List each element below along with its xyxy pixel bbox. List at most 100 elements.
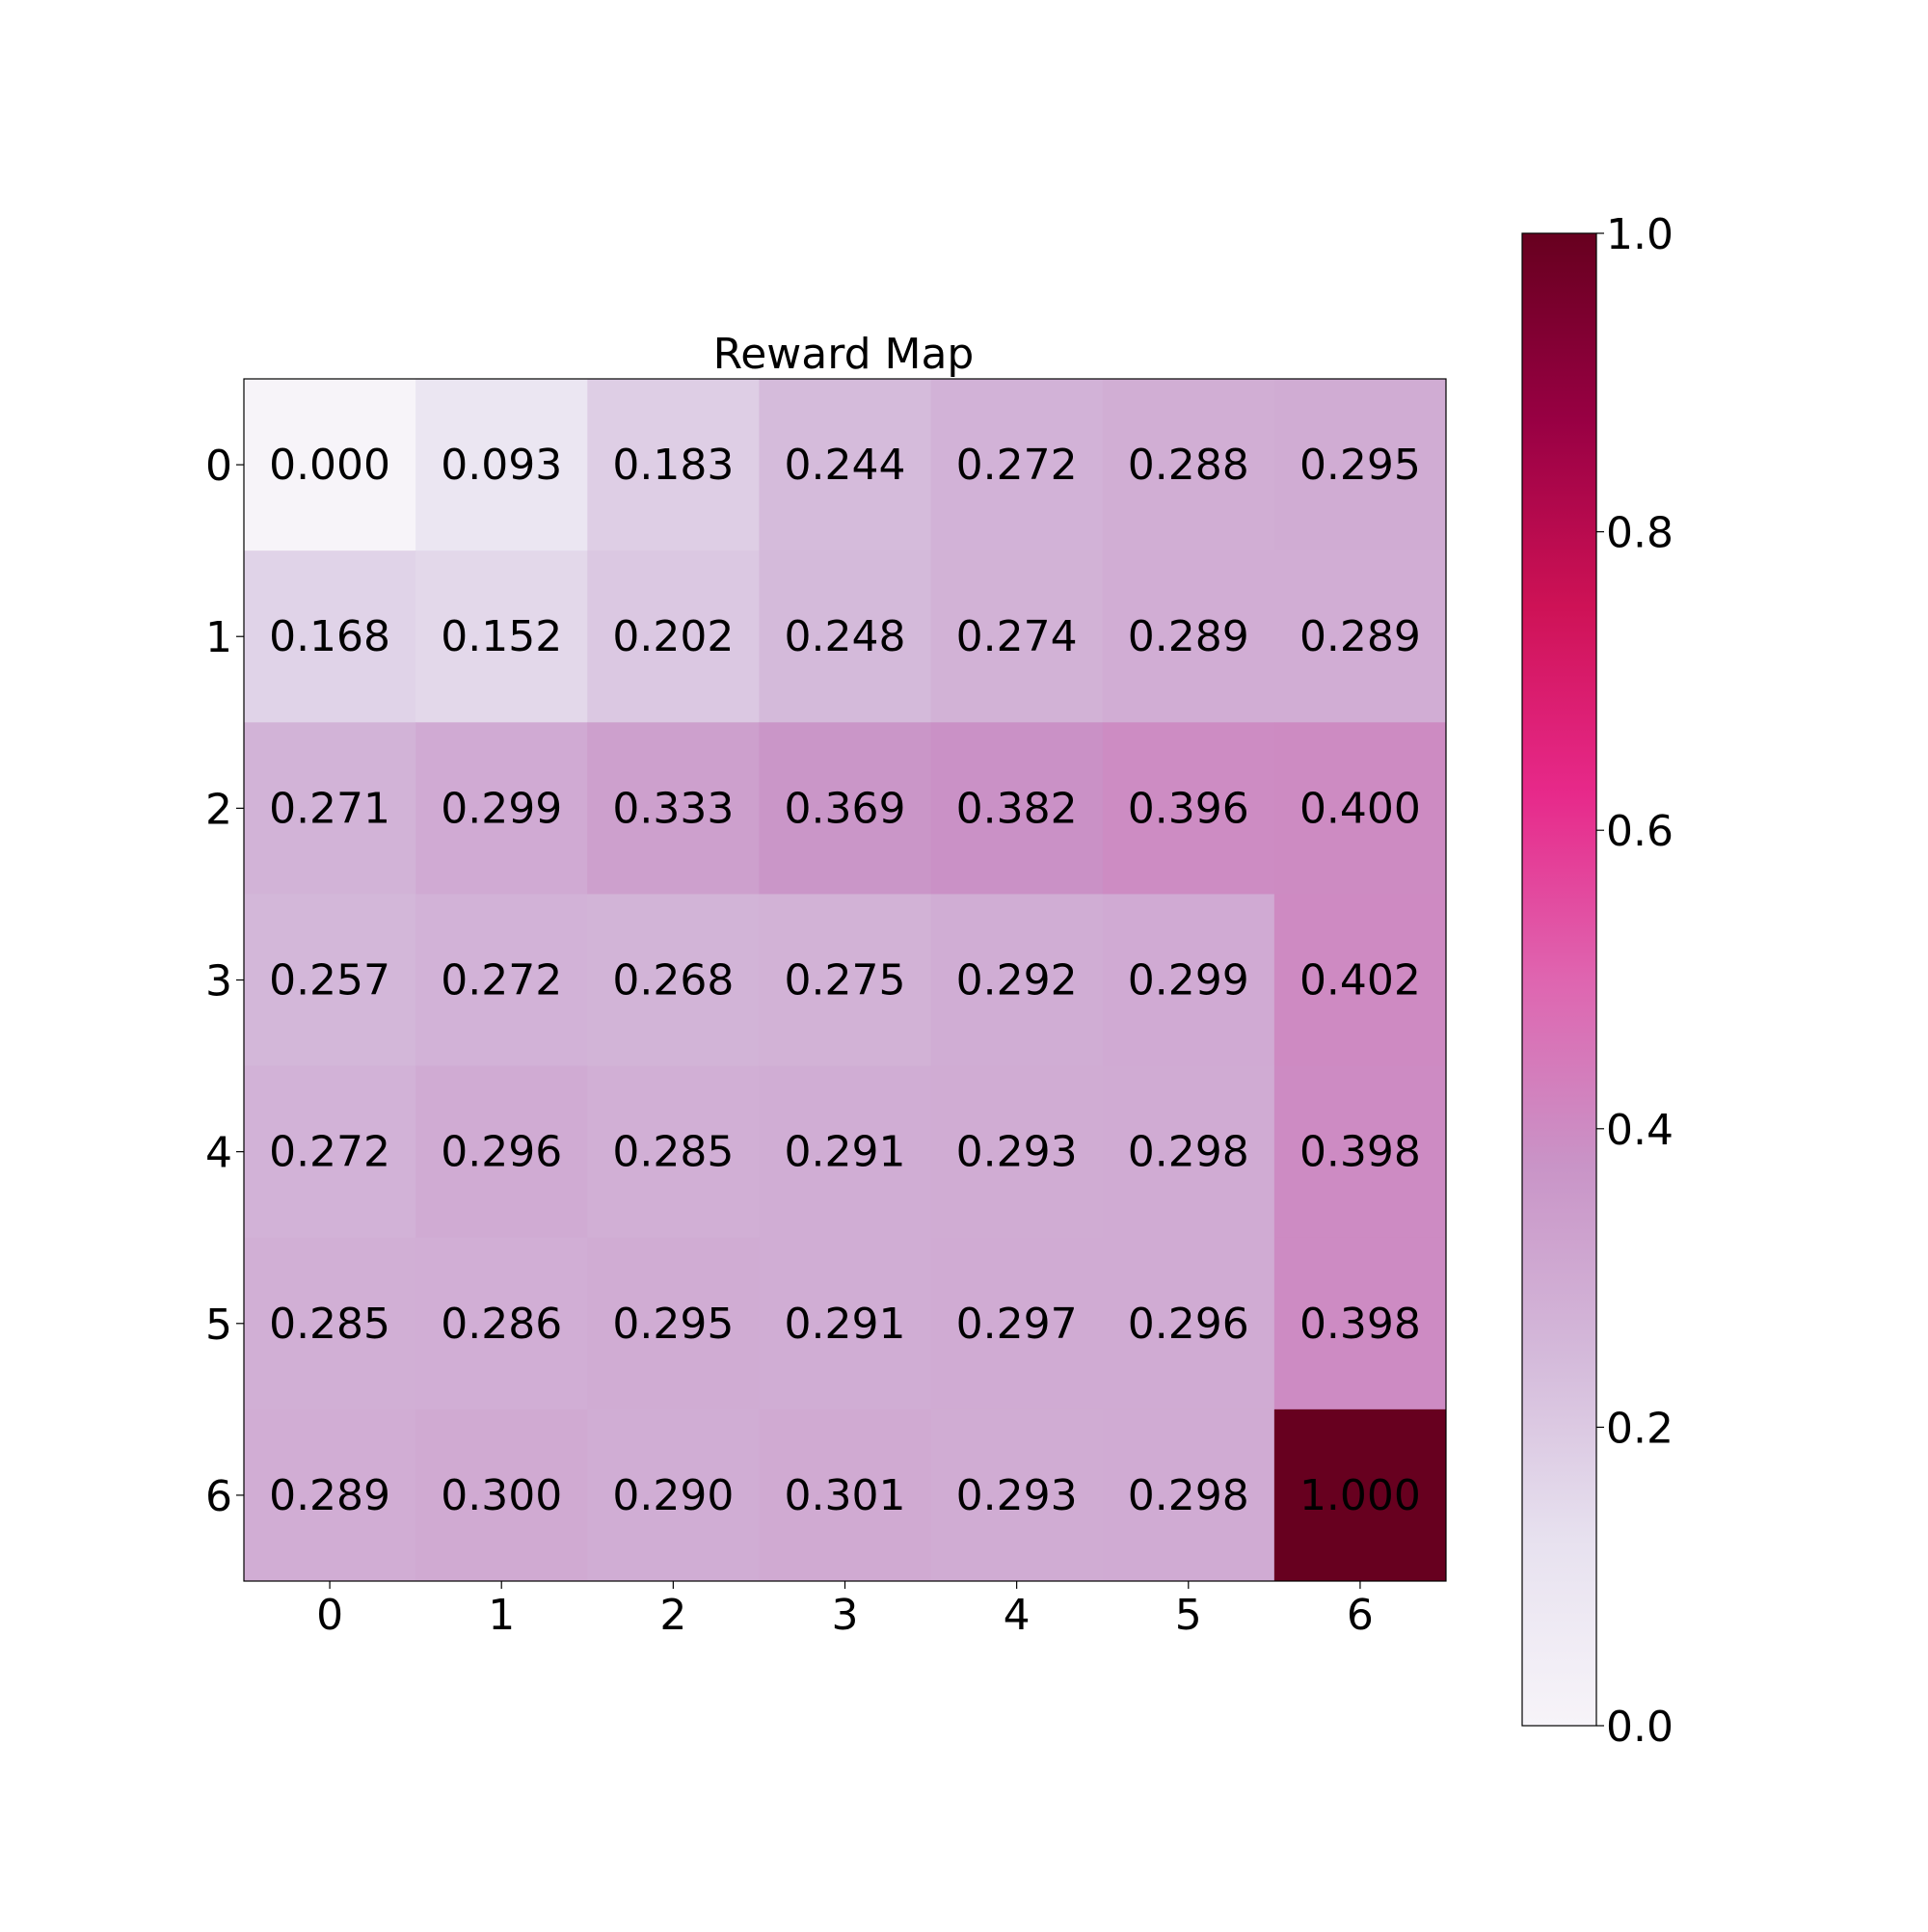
heatmap-cell bbox=[1102, 550, 1275, 723]
cell-value-label: 0.291 bbox=[785, 1128, 906, 1177]
cell-value-label: 0.333 bbox=[612, 784, 734, 833]
heatmap-cell bbox=[1102, 1065, 1275, 1239]
cell-value-label: 0.299 bbox=[1128, 956, 1249, 1006]
cell-value-label: 0.291 bbox=[785, 1300, 906, 1349]
heatmap-cell bbox=[1102, 1409, 1275, 1582]
cell-value-label: 0.289 bbox=[1128, 612, 1249, 661]
cell-value-label: 0.400 bbox=[1299, 784, 1421, 833]
cell-value-label: 0.285 bbox=[612, 1128, 734, 1177]
colorbar-tick-label: 0.2 bbox=[1606, 1404, 1674, 1453]
cell-value-label: 0.275 bbox=[785, 956, 906, 1006]
cell-value-label: 0.271 bbox=[269, 784, 390, 833]
heatmap-cell bbox=[244, 1237, 416, 1410]
cell-value-label: 0.296 bbox=[441, 1128, 562, 1177]
colorbar-tick-label: 1.0 bbox=[1606, 210, 1674, 259]
x-tick-label: 3 bbox=[832, 1591, 859, 1640]
heatmap-cell bbox=[1102, 379, 1275, 551]
heatmap-cell bbox=[759, 1409, 932, 1582]
heatmap-cell bbox=[415, 894, 588, 1067]
cell-value-label: 0.293 bbox=[956, 1471, 1078, 1520]
cell-value-label: 0.398 bbox=[1299, 1300, 1421, 1349]
cell-value-label: 0.268 bbox=[612, 956, 734, 1006]
heatmap-cell bbox=[415, 1409, 588, 1582]
cell-value-label: 0.288 bbox=[1128, 441, 1249, 490]
cell-value-label: 0.402 bbox=[1299, 956, 1421, 1006]
cell-value-label: 0.285 bbox=[269, 1300, 390, 1349]
chart-title: Reward Map bbox=[713, 330, 975, 379]
y-tick-label: 2 bbox=[205, 785, 232, 834]
heatmap-cell bbox=[930, 1237, 1104, 1410]
heatmap-cell bbox=[587, 894, 760, 1067]
colorbar-ticks: 0.0 0.2 0.4 0.6 0.8 1.0 bbox=[1596, 210, 1674, 1752]
cell-value-label: 0.202 bbox=[612, 612, 734, 661]
y-tick-label: 6 bbox=[205, 1472, 232, 1521]
heatmap-cell bbox=[930, 894, 1104, 1067]
heatmap-cell bbox=[759, 1065, 932, 1239]
heatmap-cell bbox=[1102, 1237, 1275, 1410]
cell-value-label: 0.296 bbox=[1128, 1300, 1249, 1349]
cell-value-label: 0.301 bbox=[785, 1471, 906, 1520]
x-tick-label: 6 bbox=[1347, 1591, 1374, 1640]
x-axis-ticks: 0 1 2 3 4 5 6 bbox=[316, 1581, 1374, 1640]
heatmap-cell bbox=[1273, 894, 1447, 1067]
heatmap-cell bbox=[759, 379, 932, 551]
cell-value-label: 0.168 bbox=[269, 612, 390, 661]
heatmap-cell bbox=[930, 1409, 1104, 1582]
heatmap-cell bbox=[415, 550, 588, 723]
heatmap-cell bbox=[759, 1237, 932, 1410]
heatmap-cell bbox=[930, 1065, 1104, 1239]
heatmap-cell bbox=[415, 722, 588, 895]
colorbar bbox=[1521, 232, 1597, 1727]
cell-value-label: 0.290 bbox=[612, 1471, 734, 1520]
y-tick-label: 4 bbox=[205, 1129, 232, 1178]
heatmap-cell bbox=[415, 379, 588, 551]
y-tick-label: 0 bbox=[205, 442, 232, 491]
heatmap-cell bbox=[244, 1409, 416, 1582]
colorbar-tick-label: 0.4 bbox=[1606, 1106, 1674, 1155]
heatmap-cell bbox=[930, 722, 1104, 895]
heatmap-cell bbox=[930, 379, 1104, 551]
colorbar-tick-label: 0.0 bbox=[1606, 1703, 1674, 1752]
cell-value-labels: 0.000 0.093 0.183 0.244 0.272 0.288 0.295 0.168… bbox=[269, 441, 1421, 1520]
heatmap-cell bbox=[587, 550, 760, 723]
heatmap-cell bbox=[244, 550, 416, 723]
cell-value-label: 0.297 bbox=[956, 1300, 1078, 1349]
heatmap-cell bbox=[244, 722, 416, 895]
cell-value-label: 0.272 bbox=[269, 1128, 390, 1177]
cell-value-label: 0.289 bbox=[1299, 612, 1421, 661]
cell-value-label: 0.183 bbox=[612, 441, 734, 490]
cell-value-label: 0.000 bbox=[269, 441, 390, 490]
cell-value-label: 0.398 bbox=[1299, 1128, 1421, 1177]
cell-value-label: 0.293 bbox=[956, 1128, 1078, 1177]
x-tick-label: 2 bbox=[659, 1591, 686, 1640]
heatmap-cell bbox=[1102, 894, 1275, 1067]
cell-value-label: 0.152 bbox=[441, 612, 562, 661]
heatmap-cell bbox=[587, 1237, 760, 1410]
cell-value-label: 0.274 bbox=[956, 612, 1078, 661]
heatmap-cell bbox=[1273, 1409, 1447, 1582]
heatmap-cell bbox=[1273, 722, 1447, 895]
heatmap-cell bbox=[1273, 379, 1447, 551]
cell-value-label: 1.000 bbox=[1299, 1471, 1421, 1520]
cell-value-label: 0.093 bbox=[441, 441, 562, 490]
heatmap-cell bbox=[587, 1065, 760, 1239]
cell-value-label: 0.369 bbox=[785, 784, 906, 833]
colorbar-tick-label: 0.6 bbox=[1606, 807, 1674, 856]
cell-value-label: 0.289 bbox=[269, 1471, 390, 1520]
heatmap-cell bbox=[759, 722, 932, 895]
cell-value-label: 0.295 bbox=[1299, 441, 1421, 490]
cell-value-label: 0.244 bbox=[785, 441, 906, 490]
cell-value-label: 0.257 bbox=[269, 956, 390, 1006]
heatmap-cell bbox=[930, 550, 1104, 723]
cell-value-label: 0.272 bbox=[441, 956, 562, 1006]
heatmap-cells bbox=[244, 379, 1447, 1582]
x-tick-label: 5 bbox=[1175, 1591, 1202, 1640]
x-tick-label: 0 bbox=[316, 1591, 343, 1640]
x-tick-label: 4 bbox=[1004, 1591, 1031, 1640]
heatmap-cell bbox=[1102, 722, 1275, 895]
y-tick-label: 5 bbox=[205, 1301, 232, 1350]
heatmap-cell bbox=[587, 1409, 760, 1582]
heatmap-cell bbox=[1273, 1237, 1447, 1410]
cell-value-label: 0.300 bbox=[441, 1471, 562, 1520]
